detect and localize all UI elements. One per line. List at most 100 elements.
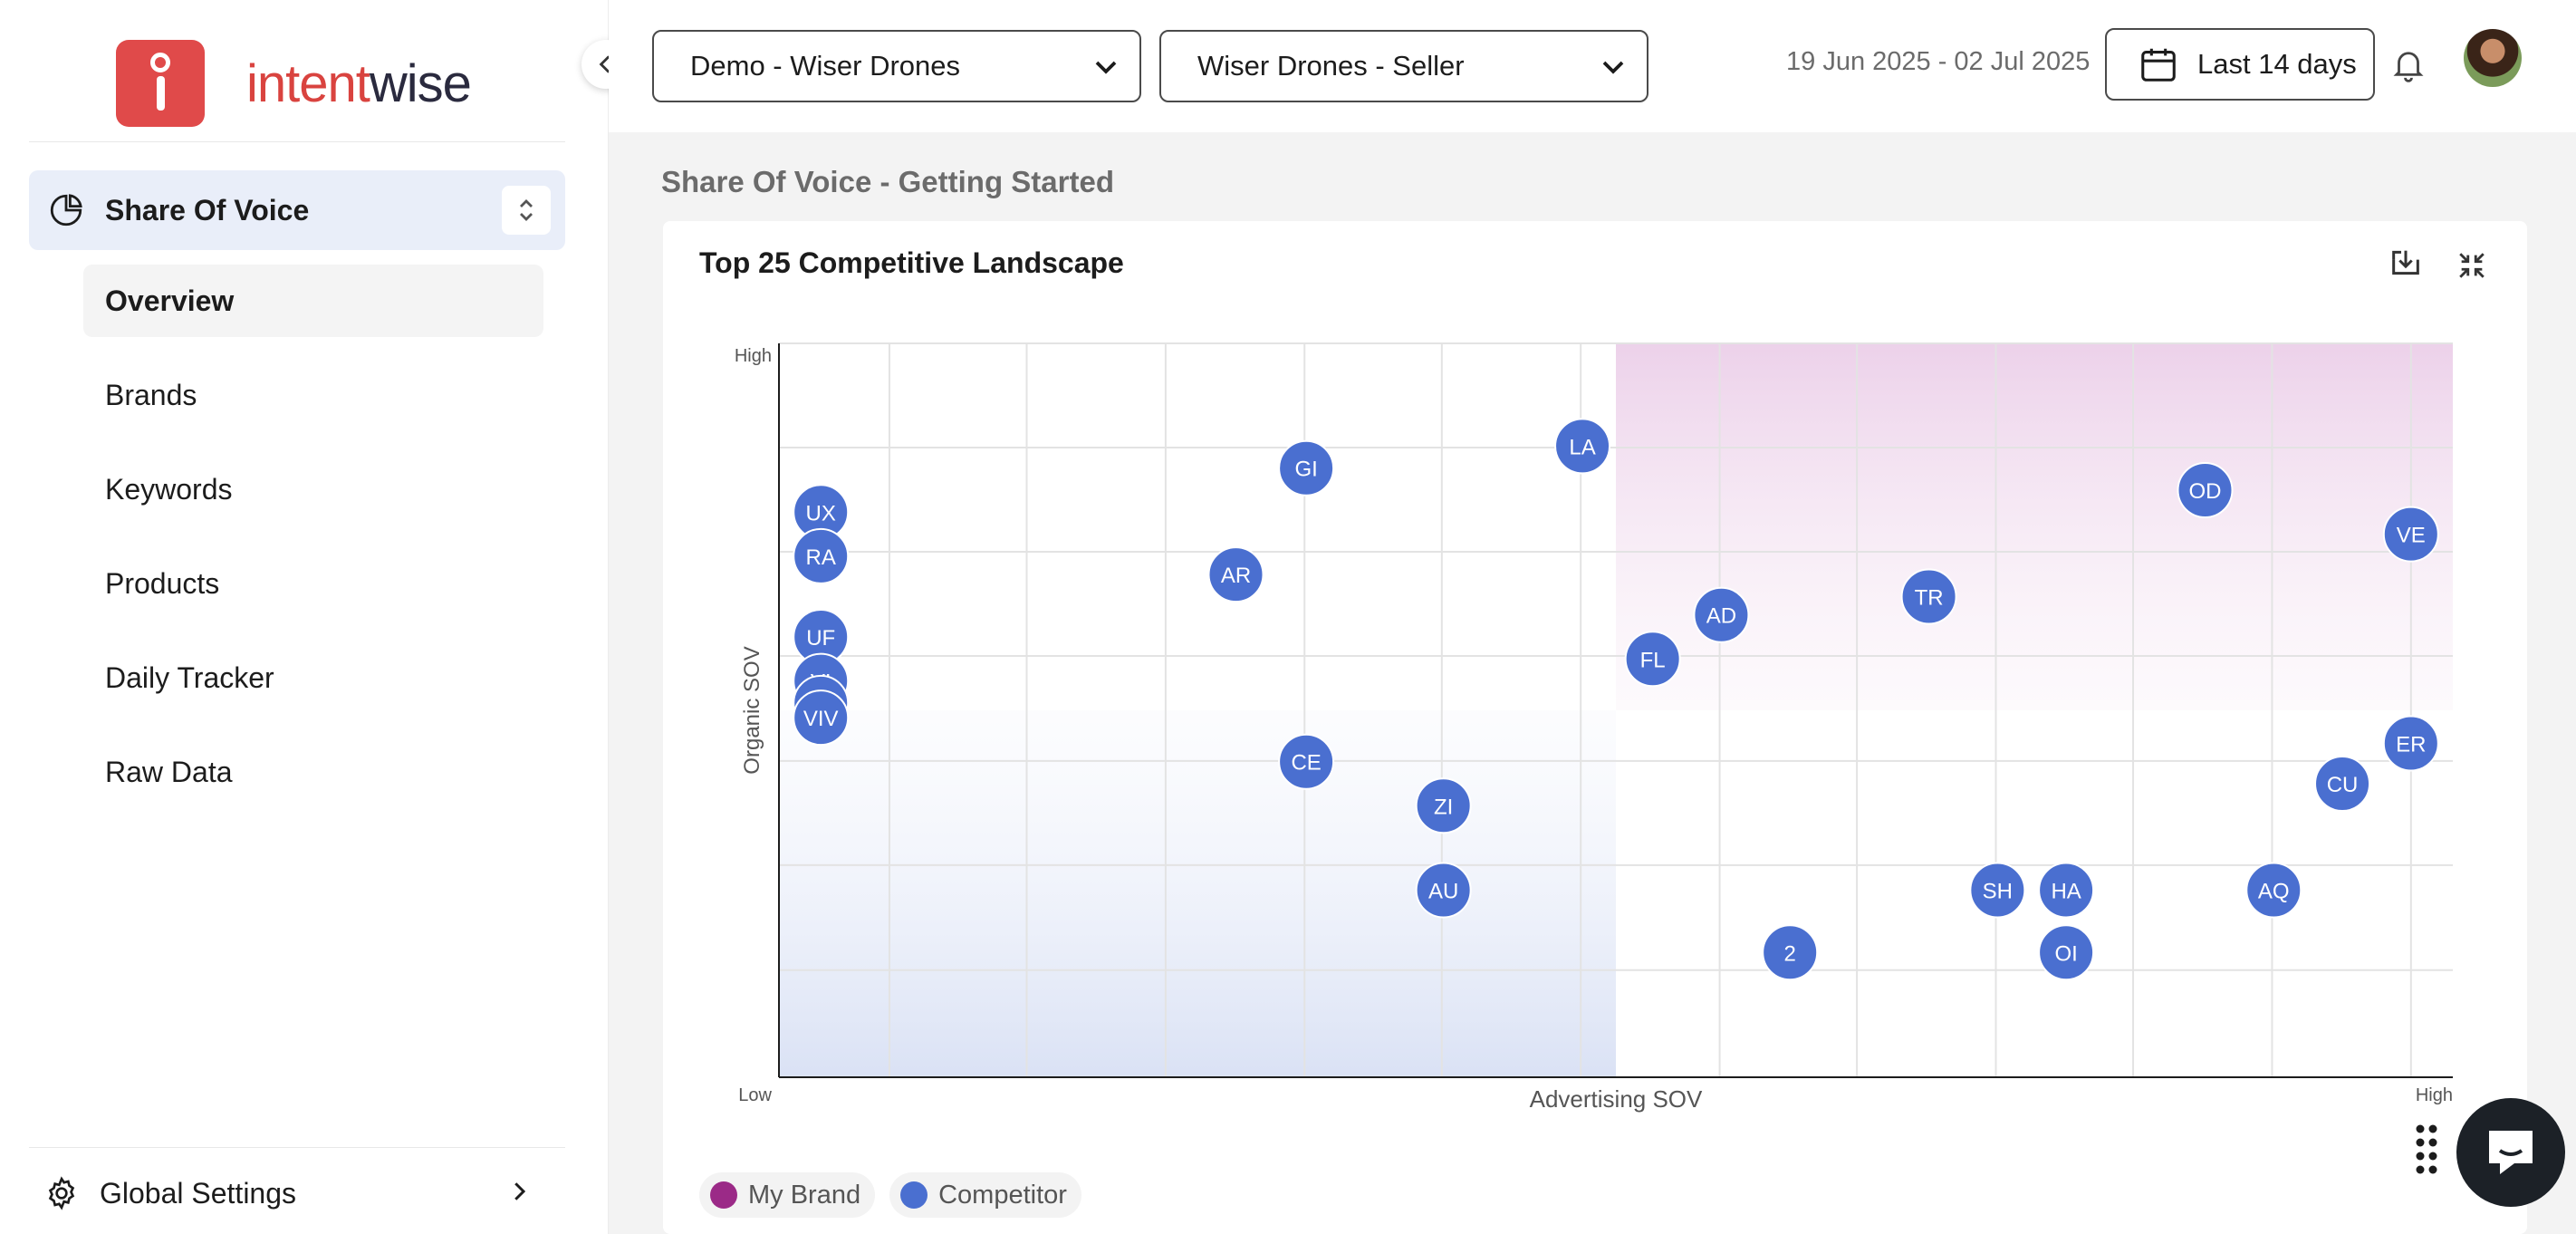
- data-point[interactable]: RA: [793, 527, 850, 584]
- legend-label-my-brand: My Brand: [748, 1180, 861, 1210]
- legend-swatch-competitor: [900, 1181, 928, 1209]
- sidebar-item-overview[interactable]: Overview: [83, 265, 543, 337]
- date-period-button[interactable]: Last 14 days: [2105, 28, 2375, 101]
- chat-support-button[interactable]: [2456, 1098, 2565, 1207]
- data-point-marker: [793, 527, 850, 584]
- sidebar-item-keywords[interactable]: Keywords: [105, 472, 233, 506]
- data-point-label: RA: [806, 545, 836, 570]
- data-point[interactable]: HA: [2038, 862, 2095, 919]
- data-point-marker: [1278, 733, 1335, 790]
- data-point-label: VIV: [803, 707, 839, 731]
- divider: [29, 1147, 565, 1148]
- data-point-label: AQ: [2258, 879, 2290, 903]
- y-axis-label: Organic SOV: [740, 646, 764, 774]
- data-point-marker: [1693, 586, 1750, 643]
- data-point[interactable]: VE: [2382, 506, 2439, 563]
- data-point[interactable]: GI: [1278, 439, 1335, 496]
- profile-select-value: Wiser Drones - Seller: [1197, 50, 1465, 82]
- data-point[interactable]: OD: [2177, 462, 2234, 518]
- data-point-label: SH: [1983, 879, 2013, 903]
- data-point-label: AR: [1221, 564, 1251, 588]
- global-settings-link[interactable]: Global Settings: [43, 1169, 542, 1218]
- date-range-text: 19 Jun 2025 - 02 Jul 2025: [1786, 47, 2091, 76]
- data-point[interactable]: ER: [2382, 715, 2439, 772]
- data-point[interactable]: 2: [1762, 924, 1819, 981]
- chevron-down-icon: [1095, 61, 1117, 74]
- sidebar-item-raw-data[interactable]: Raw Data: [105, 755, 233, 788]
- chevron-right-icon: [514, 1182, 526, 1200]
- data-point-label: HA: [2051, 879, 2081, 903]
- gear-icon: [48, 1176, 75, 1210]
- data-point-label: UX: [806, 501, 836, 525]
- data-point-marker: [1415, 777, 1472, 834]
- data-point[interactable]: UF: [793, 609, 850, 665]
- data-point[interactable]: CU: [2314, 756, 2371, 812]
- data-point[interactable]: AD: [1693, 586, 1750, 643]
- data-point[interactable]: LA: [1554, 418, 1611, 475]
- brand-wordmark-part1: intent: [246, 53, 370, 113]
- chat-bubble-icon: [2489, 1131, 2533, 1174]
- data-point[interactable]: ZI: [1415, 777, 1472, 834]
- chevron-up-down-icon: [520, 199, 533, 221]
- data-point-label: FL: [1640, 648, 1666, 672]
- data-point-marker: [2382, 715, 2439, 772]
- data-point-label: 2: [1784, 941, 1796, 966]
- data-point-label: UF: [806, 626, 835, 651]
- bell-icon[interactable]: [2389, 45, 2427, 83]
- data-point-label: AD: [1706, 604, 1736, 629]
- data-point-marker: [2245, 862, 2302, 919]
- brand-logo[interactable]: intentwise: [116, 40, 472, 127]
- chevron-left-icon: [599, 55, 610, 73]
- quadrant-high-high: [1616, 343, 2453, 710]
- sidebar-item-daily-tracker[interactable]: Daily Tracker: [105, 660, 274, 694]
- data-point-marker: [1415, 862, 1472, 919]
- sidebar-item-products[interactable]: Products: [105, 566, 220, 600]
- data-point-label: GI: [1294, 458, 1317, 482]
- data-point[interactable]: SH: [1969, 862, 2026, 919]
- account-select[interactable]: Demo - Wiser Drones: [652, 30, 1141, 102]
- sidebar-nav: Overview Brands Keywords Products Daily …: [83, 265, 543, 830]
- data-point-marker: [2314, 756, 2371, 812]
- sidebar-item-brands[interactable]: Brands: [105, 378, 197, 411]
- data-point-marker: [1624, 631, 1681, 688]
- x-axis-label: Advertising SOV: [1530, 1085, 1703, 1113]
- data-point-marker: [2177, 462, 2234, 518]
- data-point-label: OI: [2054, 941, 2077, 966]
- data-point-label: ER: [2396, 732, 2426, 757]
- user-avatar[interactable]: [2464, 29, 2522, 87]
- module-switcher[interactable]: Share Of Voice: [29, 170, 565, 250]
- data-point-marker: [793, 689, 850, 747]
- data-point-marker: [1900, 568, 1957, 625]
- data-point-marker: [2038, 862, 2095, 919]
- legend-item-competitor[interactable]: Competitor: [889, 1172, 1081, 1218]
- y-tick-low: Low: [738, 1085, 772, 1105]
- scatter-chart: High Low High Advertising SOV Organic SOV UX…: [735, 342, 2453, 1113]
- data-point-marker: [1278, 439, 1335, 496]
- data-point[interactable]: AU: [1415, 862, 1472, 919]
- data-point-label: LA: [1569, 435, 1595, 459]
- collapse-chart-icon[interactable]: [2456, 250, 2487, 281]
- chart-legend: My Brand Competitor: [699, 1172, 1081, 1218]
- data-point[interactable]: FL: [1624, 631, 1681, 688]
- data-point[interactable]: VIV: [793, 689, 850, 747]
- module-label: Share Of Voice: [105, 193, 310, 227]
- brand-wordmark-part2: wise: [369, 53, 472, 113]
- calendar-icon: [2141, 48, 2176, 82]
- download-icon[interactable]: [2388, 245, 2424, 281]
- data-point[interactable]: CE: [1278, 733, 1335, 790]
- page-title: Share Of Voice - Getting Started: [661, 165, 1114, 198]
- drag-handle-icon[interactable]: [2415, 1123, 2438, 1181]
- y-tick-high: High: [735, 346, 772, 366]
- module-toggle-button[interactable]: [502, 186, 551, 235]
- divider: [29, 141, 565, 142]
- data-point[interactable]: OI: [2038, 924, 2095, 981]
- pie-chart-icon: [50, 194, 82, 227]
- data-point-label: CE: [1291, 751, 1321, 776]
- profile-select[interactable]: Wiser Drones - Seller: [1159, 30, 1648, 102]
- data-point-label: ZI: [1434, 795, 1453, 819]
- legend-item-my-brand[interactable]: My Brand: [699, 1172, 876, 1218]
- data-point[interactable]: AQ: [2245, 862, 2302, 919]
- data-point[interactable]: TR: [1900, 568, 1957, 625]
- data-point[interactable]: AR: [1207, 546, 1264, 603]
- global-settings-label: Global Settings: [100, 1176, 297, 1210]
